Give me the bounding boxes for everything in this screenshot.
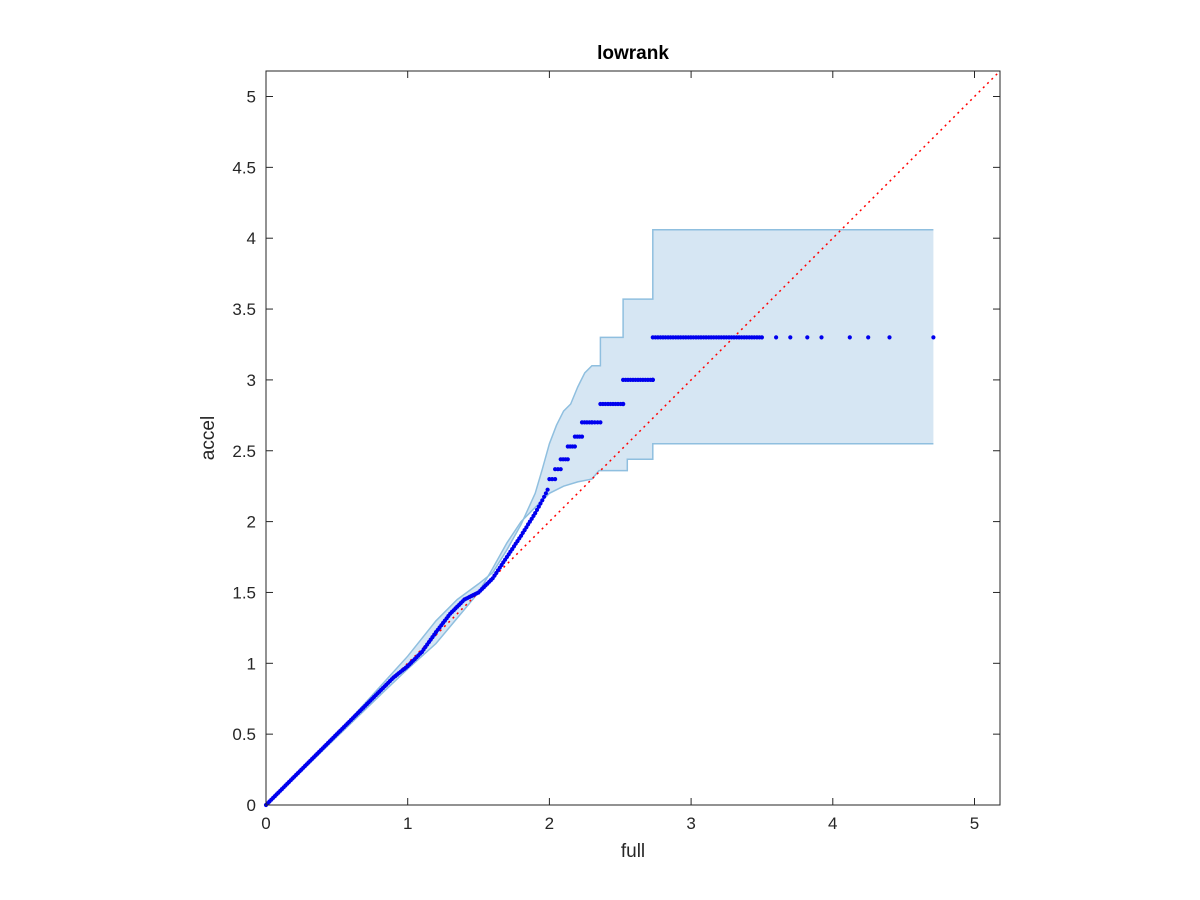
ticks: 0 1 2 3 4 5 0 0.5 1 1.5 2 2.5 3 3.5 4 4.5 5 (232, 71, 1000, 833)
data-point (540, 498, 545, 503)
data-point (550, 477, 555, 482)
data-point (774, 335, 779, 340)
data-point (887, 335, 892, 340)
y-tick-label: 3 (247, 371, 256, 390)
band-upper-edge (265, 228, 934, 806)
y-tick-label: 0.5 (232, 725, 256, 744)
y-tick-label: 3.5 (232, 300, 256, 319)
x-tick-label: 3 (686, 814, 695, 833)
data-point (819, 335, 824, 340)
y-tick-label: 4.5 (232, 158, 256, 177)
data-point (788, 335, 793, 340)
data-point (621, 401, 626, 407)
data-point (565, 457, 570, 462)
data-point (538, 501, 543, 506)
confidence-band (266, 229, 934, 805)
data-point (553, 477, 558, 482)
data-point (650, 377, 655, 382)
data-point (579, 434, 585, 439)
data-point (572, 444, 578, 449)
data-point (866, 335, 871, 340)
x-axis-label: full (621, 841, 645, 862)
y-tick-label: 2 (247, 513, 256, 532)
data-point (534, 507, 540, 512)
data-point (558, 467, 563, 472)
data-point (598, 420, 603, 425)
data-point (847, 335, 852, 340)
axes-box (265, 70, 1001, 806)
y-tick-label: 1 (247, 654, 256, 673)
x-tick-label: 4 (828, 814, 837, 833)
data-point (543, 491, 549, 496)
data-point (592, 420, 597, 425)
reference-line (265, 70, 1001, 806)
chart-title: lowrank (597, 43, 669, 64)
data-point (536, 504, 541, 509)
data-point (759, 335, 765, 340)
y-axis-label: accel (198, 416, 219, 460)
data-point (931, 335, 936, 340)
band-lower-edge (265, 442, 934, 806)
data-points (263, 335, 936, 808)
x-tick-label: 0 (261, 814, 270, 833)
data-point (545, 487, 550, 492)
plot-area (263, 70, 1001, 808)
x-tick-label: 5 (970, 814, 979, 833)
x-tick-label: 2 (545, 814, 554, 833)
y-tick-label: 2.5 (232, 442, 256, 461)
y-tick-label: 5 (247, 88, 256, 107)
y-tick-label: 0 (247, 796, 256, 815)
data-point (805, 335, 810, 340)
y-tick-label: 4 (247, 229, 256, 248)
data-point (533, 510, 538, 516)
y-tick-label: 1.5 (232, 583, 256, 602)
x-tick-label: 1 (403, 814, 412, 833)
data-point (542, 494, 547, 499)
